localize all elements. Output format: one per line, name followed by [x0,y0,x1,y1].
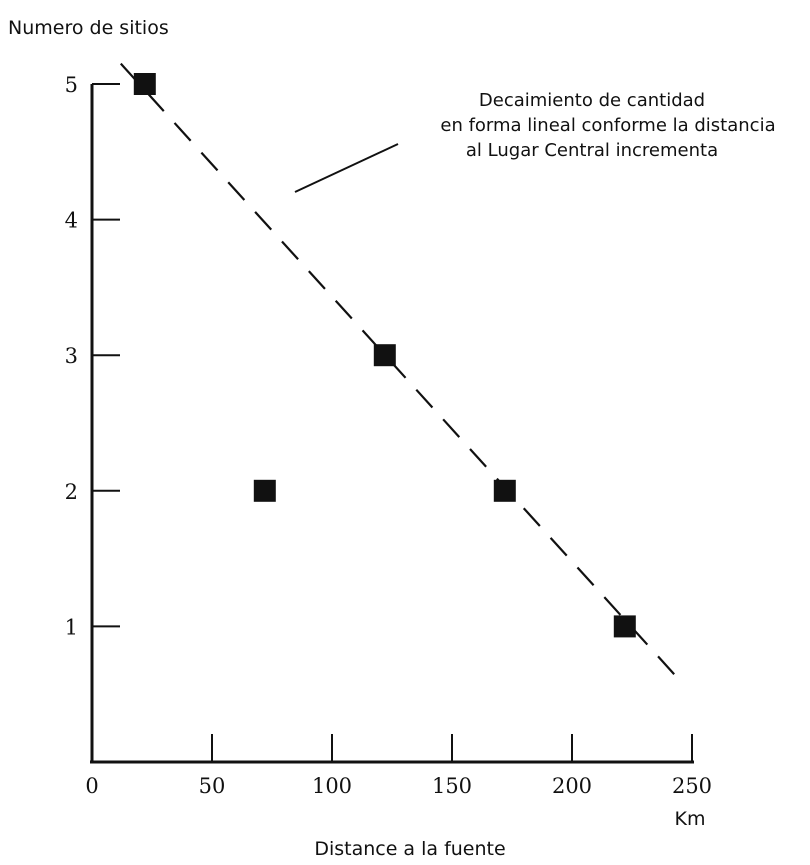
y-tick-label: 4 [65,209,78,233]
x-axis-unit: Km [675,808,706,830]
x-tick-label: 100 [312,774,352,798]
x-tick-label: 50 [199,774,226,798]
x-axis-title: Distance a la fuente [314,838,505,860]
annotation-leader-line [294,143,399,193]
data-point [373,344,396,367]
y-tick-label: 2 [65,480,78,504]
annotation-line-3: al Lugar Central incrementa [466,140,718,161]
trend-line [119,62,681,682]
y-tick-label: 3 [65,344,78,368]
data-point [493,479,516,502]
y-tick-label: 1 [65,615,78,639]
annotation-line-1: Decaimiento de cantidad [479,90,705,111]
data-points [133,73,636,638]
x-tick-label: 150 [432,774,472,798]
data-point [613,615,636,638]
y-tick-label: 5 [65,73,78,97]
x-tick-label: 200 [552,774,592,798]
data-point [133,73,156,95]
annotation-line-2: en forma lineal conforme la distancia [440,115,775,136]
x-tick-label: 0 [85,774,98,798]
data-point [253,479,276,502]
x-ticks: 0 50 100 150 200 250 [85,734,712,798]
x-tick-label: 250 [672,774,712,798]
annotation: Decaimiento de cantidad en forma lineal … [294,90,776,193]
y-axis-title: Numero de sitios [8,17,169,39]
y-ticks: 1 2 3 4 5 [65,73,120,639]
